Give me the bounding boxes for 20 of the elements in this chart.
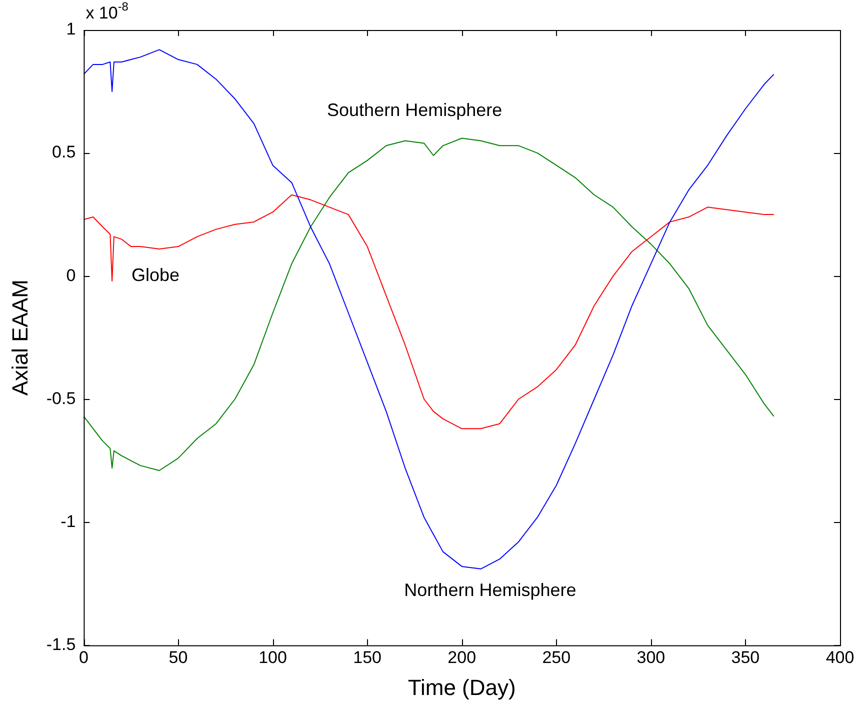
- x-tick-label: 200: [448, 648, 476, 668]
- series-label: Globe: [132, 265, 180, 286]
- y-tick-label: 0.5: [52, 142, 76, 162]
- x-tick-label: 150: [353, 648, 382, 668]
- x-tick-label: 250: [542, 648, 571, 668]
- series-label: Northern Hemisphere: [404, 580, 576, 600]
- x-tick-label: 400: [826, 648, 854, 668]
- x-tick-label: 50: [168, 648, 188, 668]
- y-tick-label: -1.5: [46, 634, 76, 654]
- x-axis-title: Time (Day): [408, 674, 516, 700]
- y-tick-label: -0.5: [46, 388, 76, 408]
- series-label: Southern Hemisphere: [327, 100, 502, 120]
- x-tick-label: 350: [731, 648, 760, 668]
- y-tick-label: 1: [66, 20, 76, 39]
- x-tick-label: 300: [636, 648, 666, 668]
- x-tick-label: 0: [78, 648, 88, 668]
- y-axis-title: Axial EAAM: [7, 280, 32, 396]
- y-tick-label: 0: [66, 266, 76, 285]
- x-tick-label: 100: [258, 648, 287, 668]
- y-tick-label: -1: [60, 512, 76, 531]
